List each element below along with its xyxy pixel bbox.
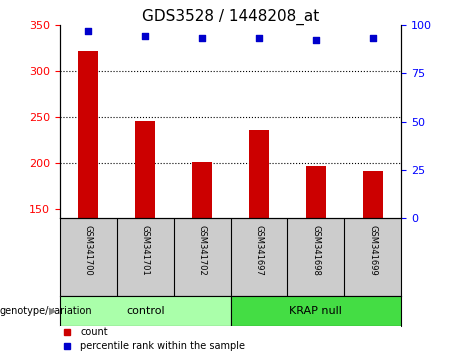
Bar xyxy=(135,121,155,348)
Text: GSM341702: GSM341702 xyxy=(198,225,207,275)
Bar xyxy=(230,296,401,326)
Bar xyxy=(363,171,383,348)
Bar xyxy=(306,166,326,348)
Text: ▶: ▶ xyxy=(49,306,57,316)
Point xyxy=(312,38,319,43)
Text: GSM341701: GSM341701 xyxy=(141,225,150,275)
Text: genotype/variation: genotype/variation xyxy=(0,306,93,316)
Bar xyxy=(78,51,98,348)
Bar xyxy=(249,130,269,348)
Point xyxy=(198,35,206,41)
Text: GSM341698: GSM341698 xyxy=(311,225,320,275)
Text: GSM341699: GSM341699 xyxy=(368,225,377,275)
Text: GSM341697: GSM341697 xyxy=(254,225,263,275)
Text: GSM341700: GSM341700 xyxy=(84,225,93,275)
Text: percentile rank within the sample: percentile rank within the sample xyxy=(80,341,245,350)
Point xyxy=(142,34,149,39)
Bar xyxy=(60,296,230,326)
Point xyxy=(369,35,376,41)
Point xyxy=(85,28,92,33)
Text: KRAP null: KRAP null xyxy=(290,306,342,316)
Title: GDS3528 / 1448208_at: GDS3528 / 1448208_at xyxy=(142,8,319,25)
Bar xyxy=(192,162,212,348)
Text: control: control xyxy=(126,306,165,316)
Text: count: count xyxy=(80,327,108,337)
Point xyxy=(255,35,263,41)
